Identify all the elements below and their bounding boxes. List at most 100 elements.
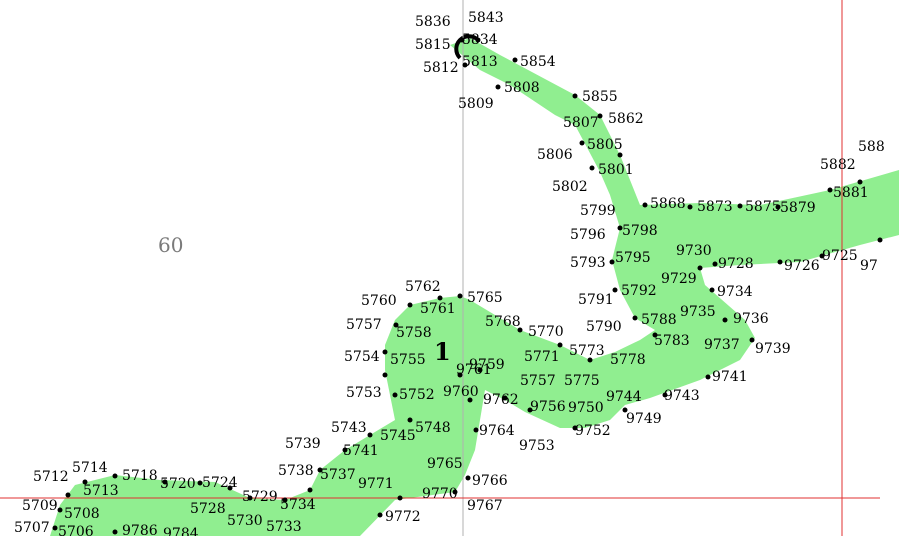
vertex-label: 5801 — [598, 162, 634, 178]
vertex-label: 5813 — [462, 54, 498, 70]
vertex-label: 5843 — [468, 10, 504, 26]
vertex-label: 5761 — [420, 301, 456, 317]
vertex-label: 9765 — [427, 456, 463, 472]
vertex-label: 5873 — [697, 199, 733, 215]
vertex-label: 5729 — [242, 489, 278, 505]
vertex-label: 9744 — [606, 389, 642, 405]
vertex-label: 9752 — [575, 423, 611, 439]
vertex-label: 9756 — [530, 399, 566, 415]
vertex-label: 5734 — [280, 497, 316, 513]
vertex-label: 5757 — [520, 373, 556, 389]
vertex-label: 5712 — [33, 469, 69, 485]
vertex-label: 5881 — [833, 185, 869, 201]
vertex-label: 5773 — [569, 343, 605, 359]
vertex-label: 5714 — [72, 460, 108, 476]
vertex-label: 9735 — [680, 304, 716, 320]
vertex-label: 5753 — [346, 385, 382, 401]
vertex-label: 5775 — [564, 373, 600, 389]
vertex-label: 5792 — [621, 283, 657, 299]
vertex-label: 9767 — [467, 498, 503, 514]
vertex-label: 9749 — [626, 411, 662, 427]
vertex-label: 5752 — [399, 387, 435, 403]
vertex-label: 97 — [860, 258, 878, 274]
vertex-label: 5812 — [423, 60, 459, 76]
vertex-label: 9725 — [822, 248, 858, 264]
vertex-label: 5836 — [415, 14, 451, 30]
vertex-label: 9739 — [755, 341, 791, 357]
vertex-label: 5879 — [780, 200, 816, 216]
vertex-label: 5790 — [586, 319, 622, 335]
vertex-label: 5805 — [587, 137, 623, 153]
vertex-label: 5720 — [160, 476, 196, 492]
vertex-label: 9750 — [568, 400, 604, 416]
vertex-label: 9726 — [784, 258, 820, 274]
vertex-label: 9753 — [519, 438, 555, 454]
vertex-label: 5855 — [582, 89, 618, 105]
vertex-label: 5743 — [331, 420, 367, 436]
vertex-label: 5709 — [22, 498, 58, 514]
vertex-label: 5755 — [390, 352, 426, 368]
vertex-label: 5730 — [227, 513, 263, 529]
land-parcel[interactable] — [50, 38, 899, 536]
vertex-label: 5758 — [396, 325, 432, 341]
vertex-label: 5809 — [458, 96, 494, 112]
vertex-label: 9764 — [479, 423, 515, 439]
vertex-label: 5796 — [570, 227, 606, 243]
vertex-label: 9770 — [422, 486, 458, 502]
vertex-label: 5768 — [485, 314, 521, 330]
vertex-label: 5745 — [380, 428, 416, 444]
vertex-label: 5799 — [580, 203, 616, 219]
vertex-label: 5798 — [622, 223, 658, 239]
vertex-label: 588 — [858, 139, 885, 155]
vertex-label: 5808 — [504, 80, 540, 96]
vertex-label: 5754 — [344, 349, 380, 365]
vertex-label: 9766 — [472, 473, 508, 489]
vertex-label: 5741 — [343, 443, 379, 459]
vertex-label: 5875 — [745, 199, 781, 215]
vertex-label: 5788 — [641, 312, 677, 328]
vertex-label: 5854 — [520, 54, 556, 70]
vertex-labels: 5836 5843 5815 5834 5812 5813 5854 5808 … — [14, 10, 885, 536]
vertex-label: 5738 — [278, 463, 314, 479]
vertex-label: 5770 — [528, 324, 564, 340]
vertex-label: 5778 — [610, 352, 646, 368]
vertex-label: 5737 — [320, 467, 356, 483]
vertex-label: 5795 — [615, 250, 651, 266]
vertex-label: 5733 — [266, 519, 302, 535]
vertex-label: 5868 — [650, 196, 686, 212]
vertex-label: 5793 — [570, 255, 606, 271]
vertex-label: 5771 — [524, 349, 560, 365]
vertex-label: 9730 — [676, 243, 712, 259]
vertex-label: 9784 — [163, 526, 199, 536]
vertex-label: 9728 — [718, 256, 754, 272]
vertex-label: 5708 — [64, 506, 100, 522]
vertex-label: 9741 — [712, 369, 748, 385]
vertex-label: 5862 — [608, 111, 644, 127]
vertex-label: 9771 — [358, 476, 394, 492]
vertex-label: 5713 — [83, 483, 119, 499]
vertex-label: 9761 — [456, 362, 492, 378]
vertex-label: 5783 — [654, 333, 690, 349]
vertex-label: 5834 — [462, 32, 498, 48]
vertex-label: 9759 — [469, 357, 505, 373]
vertex-label: 5806 — [537, 147, 573, 163]
vertex-label: 5718 — [122, 468, 158, 484]
vertex-label: 5748 — [415, 420, 451, 436]
vertex-label: 5724 — [202, 475, 238, 491]
vertex-label: 5707 — [14, 520, 50, 536]
vertex-label: 5728 — [190, 501, 226, 517]
vertex-label: 9760 — [443, 384, 479, 400]
vertex-label: 5802 — [552, 179, 588, 195]
island-label: 1 — [434, 337, 451, 366]
vertex-label: 5807 — [563, 115, 599, 131]
vertex-label: 9743 — [664, 388, 700, 404]
vertex-label: 5762 — [405, 279, 441, 295]
vertex-points — [52, 37, 883, 535]
vertex-label: 5815 — [415, 37, 451, 53]
zone-label: 60 — [158, 233, 183, 257]
vertex-label: 9736 — [733, 311, 769, 327]
vertex-label: 9729 — [661, 271, 697, 287]
vertex-label: 9786 — [122, 523, 158, 536]
vertex-label: 9772 — [385, 509, 421, 525]
